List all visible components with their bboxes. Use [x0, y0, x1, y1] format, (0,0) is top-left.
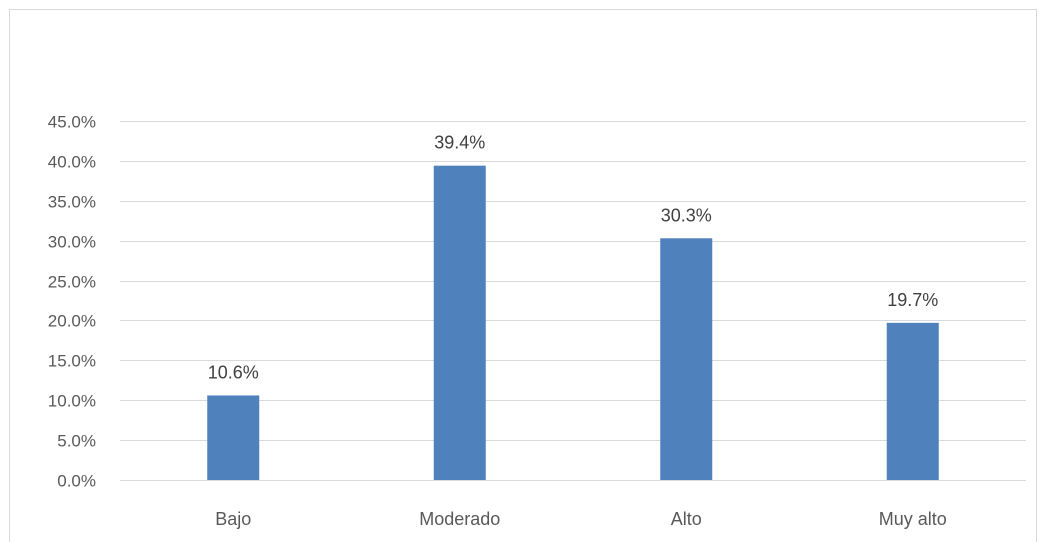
y-tick-label: 25.0%: [48, 273, 96, 292]
data-label: 10.6%: [208, 362, 259, 382]
y-tick-label: 35.0%: [48, 193, 96, 212]
category-label: Bajo: [215, 509, 251, 529]
category-label: Alto: [671, 509, 702, 529]
chart-frame: [9, 9, 1037, 542]
y-tick-label: 10.0%: [48, 392, 96, 411]
y-tick-label: 20.0%: [48, 312, 96, 331]
y-tick-label: 45.0%: [48, 113, 96, 132]
bar: [886, 322, 939, 480]
category-label: Muy alto: [879, 509, 947, 529]
data-label: 19.7%: [887, 290, 938, 310]
bar: [433, 165, 486, 481]
y-tick-label: 0.0%: [57, 472, 96, 491]
data-label: 39.4%: [434, 133, 485, 153]
y-tick-label: 15.0%: [48, 352, 96, 371]
bar: [207, 395, 260, 480]
data-label: 30.3%: [661, 205, 712, 225]
y-tick-label: 5.0%: [57, 432, 96, 451]
y-tick-label: 30.0%: [48, 233, 96, 252]
bar: [660, 238, 713, 480]
y-tick-label: 40.0%: [48, 153, 96, 172]
category-label: Moderado: [419, 509, 500, 529]
